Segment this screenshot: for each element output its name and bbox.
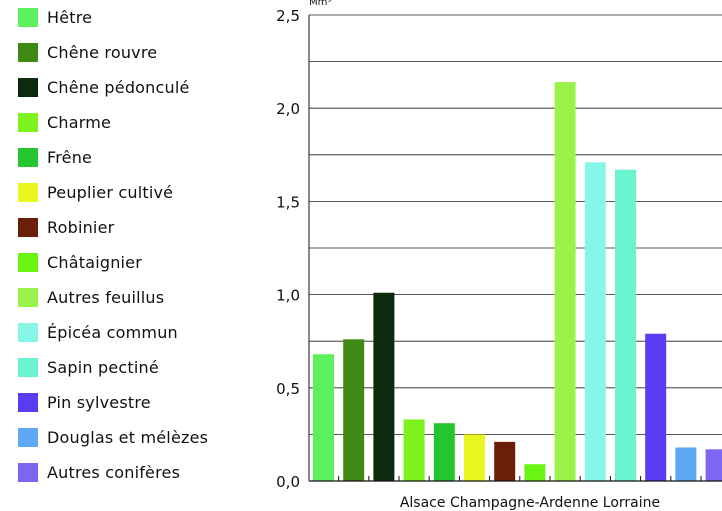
legend-label: Épicéa commun [47, 322, 178, 342]
legend-item: Frêne [18, 147, 92, 167]
bar [615, 169, 636, 481]
bar [494, 441, 516, 481]
legend-item: Sapin pectiné [18, 357, 159, 377]
legend-item: Charme [18, 112, 111, 132]
y-tick-labels: 0,0 0,5 1,0 1,5 2,0 2,5 [276, 7, 300, 491]
legend-swatch [18, 462, 38, 482]
legend-swatch [18, 182, 38, 202]
y-tick-label: 1,5 [276, 193, 300, 211]
y-tick-label: 0,0 [276, 473, 300, 491]
bar [645, 333, 667, 481]
legend-swatch [18, 252, 38, 272]
legend-label: Châtaignier [47, 252, 143, 272]
legend-label: Douglas et mélèzes [47, 427, 209, 447]
legend-label: Peuplier cultivé [47, 182, 174, 202]
legend-label: Robinier [47, 217, 115, 237]
bar [675, 447, 697, 481]
bars [313, 82, 722, 482]
legend-swatch [18, 7, 38, 27]
x-category-label: Alsace Champagne-Ardenne Lorraine [400, 495, 660, 511]
legend-swatch [18, 357, 38, 377]
legend-label: Chêne pédonculé [47, 77, 190, 97]
legend-swatch [18, 287, 38, 307]
legend-item: Pin sylvestre [18, 392, 151, 412]
bar [433, 423, 455, 481]
legend-label: Hêtre [47, 7, 93, 27]
bar [554, 82, 576, 481]
legend-item: Chêne rouvre [18, 42, 157, 62]
y-tick-label: 0,5 [276, 380, 300, 398]
legend-swatch [18, 147, 38, 167]
legend-item: Autres feuillus [18, 287, 164, 307]
bar [403, 419, 425, 481]
legend-label: Autres conifères [47, 462, 181, 482]
legend-item: Épicéa commun [18, 322, 178, 342]
axes [308, 15, 722, 482]
legend-swatch [18, 322, 38, 342]
y-axis-unit: Mm³ [309, 0, 331, 8]
legend-label: Pin sylvestre [47, 392, 151, 412]
legend-label: Sapin pectiné [47, 357, 159, 377]
legend-label: Frêne [47, 147, 93, 167]
legend-swatch [18, 112, 38, 132]
bar [464, 434, 485, 481]
legend-swatch [18, 217, 38, 237]
legend-swatch [18, 42, 38, 62]
legend-label: Chêne rouvre [47, 42, 158, 62]
legend-item: Hêtre [18, 7, 92, 27]
y-tick-label: 2,0 [276, 100, 300, 118]
legend-item: Douglas et mélèzes [18, 427, 208, 447]
bar [705, 449, 722, 481]
legend-swatch [18, 77, 38, 97]
bar [313, 354, 334, 481]
legend-swatch [18, 392, 38, 412]
legend-item: Autres conifères [18, 462, 180, 482]
y-tick-label: 2,5 [276, 7, 300, 25]
bar [524, 464, 546, 481]
legend-swatch [18, 427, 38, 447]
legend-label: Charme [47, 112, 112, 132]
bar [584, 162, 606, 482]
legend-item: Châtaignier [18, 252, 142, 272]
legend-item: Robinier [18, 217, 114, 237]
y-tick-label: 1,0 [276, 287, 300, 305]
legend-item: Peuplier cultivé [18, 182, 173, 202]
legend-label: Autres feuillus [47, 287, 165, 307]
bar [373, 292, 395, 481]
bar [343, 339, 365, 481]
legend-item: Chêne pédonculé [18, 77, 190, 97]
